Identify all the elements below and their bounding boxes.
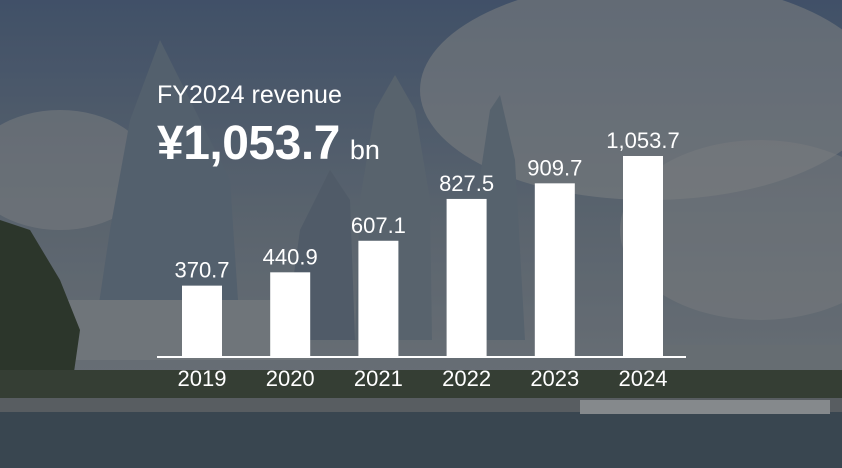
bar-2022 [446, 198, 487, 356]
bar-2020 [270, 272, 311, 356]
headline-label: FY2024 revenue [157, 81, 342, 109]
x-tick-label-2021: 2021 [354, 366, 403, 391]
x-tick-label-2024: 2024 [619, 366, 668, 391]
data-label-2019: 370.7 [174, 258, 229, 283]
headline-value: ¥1,053.7 [157, 117, 340, 170]
water [0, 412, 842, 468]
data-label-2020: 440.9 [263, 244, 318, 269]
boats [580, 400, 830, 414]
x-tick-label-2019: 2019 [178, 366, 227, 391]
data-label-2021: 607.1 [351, 213, 406, 238]
headline: FY2024 revenue ¥1,053.7 bn [157, 80, 380, 171]
trees-left [0, 220, 80, 400]
bar-2023 [534, 183, 575, 356]
data-label-2022: 827.5 [439, 171, 494, 196]
bar-2021 [358, 240, 399, 356]
trees-strip [0, 370, 842, 400]
data-label-2024: 1,053.7 [606, 128, 679, 153]
headline-figure: ¥1,053.7 bn [157, 116, 380, 171]
data-label-2023: 909.7 [527, 155, 582, 180]
cloud [620, 140, 842, 320]
cloud [0, 110, 150, 230]
tower-left [95, 40, 240, 330]
x-tick-label-2022: 2022 [442, 366, 491, 391]
headline-unit: bn [349, 135, 380, 165]
x-tick-label-2020: 2020 [266, 366, 315, 391]
bar-2019 [182, 285, 222, 356]
bar-2024 [623, 156, 663, 356]
x-tick-label-2023: 2023 [530, 366, 579, 391]
